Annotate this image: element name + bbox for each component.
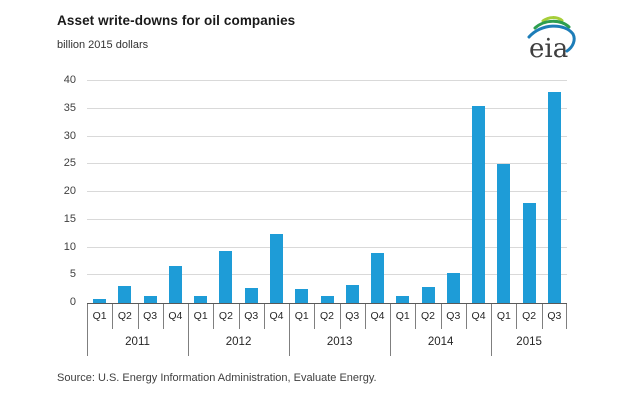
x-tick-label-2014-Q3: Q3 xyxy=(446,310,461,322)
logo-swoosh-blue xyxy=(527,24,576,53)
source-note: Source: U.S. Energy Information Administ… xyxy=(57,372,377,384)
bar-2014-Q3 xyxy=(446,273,460,303)
year-divider xyxy=(289,304,290,356)
year-divider xyxy=(87,304,88,356)
x-tick-label-2011-Q1: Q1 xyxy=(92,310,107,322)
y-tick-label-20: 20 xyxy=(63,185,76,197)
x-tick-label-2012-Q1: Q1 xyxy=(193,310,208,322)
bar-2013-Q1 xyxy=(295,289,309,303)
plot-area xyxy=(87,80,567,304)
gridline-20 xyxy=(87,191,567,192)
x-tick-label-2013-Q1: Q1 xyxy=(294,310,309,322)
bar-2012-Q1 xyxy=(194,296,208,303)
gridline-10 xyxy=(87,246,567,248)
y-tick-label-10: 10 xyxy=(63,240,76,253)
x-tick-label-2011-Q3: Q3 xyxy=(143,310,158,322)
x-tick-label-2014-Q1: Q1 xyxy=(395,310,410,322)
gridline-25 xyxy=(87,163,567,165)
year-label-2015: 2015 xyxy=(516,336,542,348)
x-axis: Q1 Q2 Q3 Q4 Q1 Q2 Q3 Q4 Q1 Q2 Q3 Q4 Q1 Q2 Q3 Q4 Q1 Q2 Q3 20… xyxy=(87,304,567,356)
bar-2011-Q4 xyxy=(168,266,182,303)
bar-2014-Q1 xyxy=(396,296,410,303)
quarter-divider xyxy=(542,304,543,329)
bar-2013-Q2 xyxy=(320,296,334,303)
y-tick-label-40: 40 xyxy=(63,74,76,86)
chart-unit-label: billion 2015 dollars xyxy=(57,39,149,51)
x-tick-label-2013-Q4: Q4 xyxy=(370,310,385,322)
x-tick-label-2012-Q3: Q3 xyxy=(244,310,259,322)
x-tick-label-2015-Q2: Q2 xyxy=(522,310,537,322)
bar-2014-Q2 xyxy=(421,287,435,303)
x-tick-label-2014-Q4: Q4 xyxy=(471,310,486,322)
bar-2015-Q1 xyxy=(497,164,511,303)
bar-2014-Q4 xyxy=(472,106,486,303)
x-tick-label-2014-Q2: Q2 xyxy=(421,310,436,322)
x-tick-label-2012-Q2: Q2 xyxy=(218,310,233,322)
bar-2012-Q3 xyxy=(244,288,258,303)
quarter-divider xyxy=(264,304,265,329)
quarter-divider xyxy=(239,304,240,329)
bar-2012-Q2 xyxy=(219,251,233,303)
quarter-divider xyxy=(566,304,567,329)
year-label-2012: 2012 xyxy=(225,336,252,348)
x-tick-label-2012-Q4: Q4 xyxy=(269,310,284,322)
quarter-divider xyxy=(163,304,164,329)
quarter-divider xyxy=(466,304,467,329)
quarter-divider xyxy=(314,304,315,329)
gridline-15 xyxy=(87,218,567,220)
x-tick-label-2015-Q1: Q1 xyxy=(496,310,511,322)
bar-2013-Q3 xyxy=(345,285,359,303)
logo-text: eia xyxy=(529,34,568,64)
y-tick-label-30: 30 xyxy=(63,129,76,142)
year-divider xyxy=(390,304,391,356)
logo-leaf-yellow xyxy=(541,16,564,23)
quarter-divider xyxy=(340,304,341,329)
year-divider xyxy=(188,304,189,356)
gridline-35 xyxy=(87,107,567,109)
bar-2011-Q1 xyxy=(93,299,107,303)
gridline-30 xyxy=(87,135,567,137)
bar-2015-Q2 xyxy=(522,203,536,303)
y-tick-label-15: 15 xyxy=(63,212,76,225)
year-label-2014: 2014 xyxy=(427,336,454,348)
eia-logo: eia xyxy=(527,16,576,64)
logo-arc-green xyxy=(533,19,571,30)
x-tick-label-2011-Q4: Q4 xyxy=(168,310,183,322)
x-tick-label-2013-Q3: Q3 xyxy=(345,310,360,322)
quarter-divider xyxy=(213,304,214,329)
y-tick-label-5: 5 xyxy=(69,268,76,281)
year-label-2011: 2011 xyxy=(125,336,150,348)
bar-2011-Q3 xyxy=(143,296,157,303)
chart-title: Asset write-downs for oil companies xyxy=(57,13,296,28)
quarter-divider xyxy=(112,304,113,329)
x-tick-label-2015-Q3: Q3 xyxy=(547,310,562,322)
bar-2012-Q4 xyxy=(269,234,283,303)
quarter-divider xyxy=(138,304,139,329)
year-label-2013: 2013 xyxy=(326,336,353,348)
bar-2011-Q2 xyxy=(118,286,132,303)
bar-2013-Q4 xyxy=(371,253,385,303)
year-divider xyxy=(491,304,492,356)
y-tick-label-0: 0 xyxy=(69,296,76,308)
quarter-divider xyxy=(516,304,517,329)
y-tick-label-25: 25 xyxy=(63,157,76,170)
quarter-divider xyxy=(365,304,366,329)
y-tick-label-35: 35 xyxy=(63,101,76,114)
bar-2015-Q3 xyxy=(547,92,561,303)
quarter-divider xyxy=(415,304,416,329)
x-tick-label-2011-Q2: Q2 xyxy=(117,310,132,322)
x-tick-label-2013-Q2: Q2 xyxy=(319,310,334,322)
gridline-40 xyxy=(87,80,567,81)
quarter-divider xyxy=(441,304,442,329)
gridline-5 xyxy=(87,274,567,276)
